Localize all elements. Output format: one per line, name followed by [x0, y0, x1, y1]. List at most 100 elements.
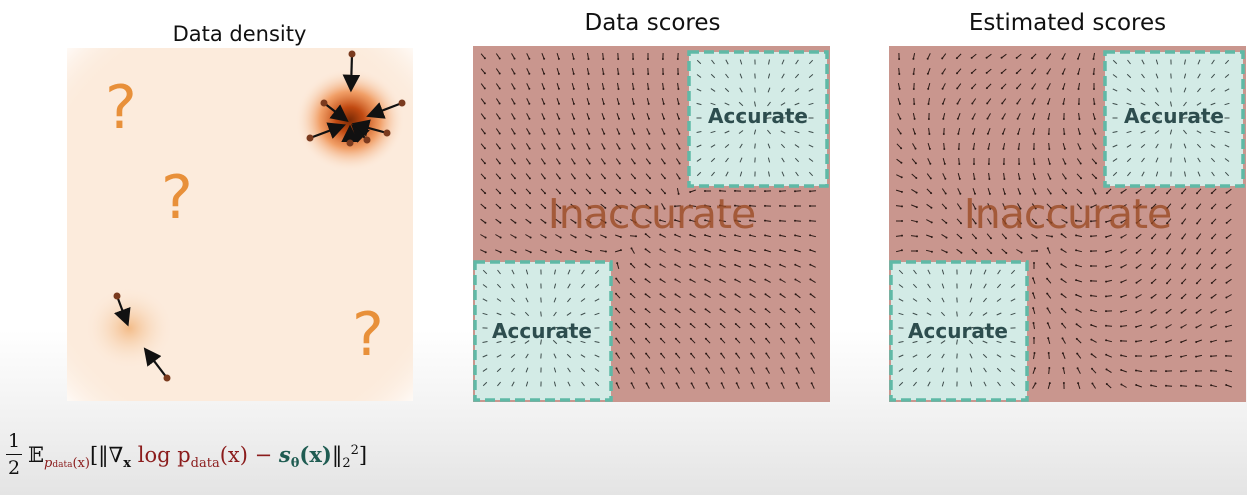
- field-arrow-head: [689, 263, 692, 266]
- field-arrow: [1181, 188, 1187, 194]
- field-arrow-head: [573, 132, 576, 135]
- field-arrow-head: [1049, 192, 1052, 195]
- field-arrow: [768, 59, 770, 65]
- field-arrow-head: [573, 162, 576, 165]
- field-arrow-head: [930, 221, 933, 224]
- field-arrow-head: [809, 263, 812, 266]
- field-arrow: [1010, 354, 1016, 358]
- field-arrow-head: [719, 249, 722, 251]
- field-arrow-head: [1062, 87, 1065, 90]
- field-arrow-head: [1019, 207, 1022, 210]
- accurate-box: [1103, 50, 1245, 188]
- field-arrow-head: [1165, 355, 1168, 358]
- field-arrow-head: [513, 72, 516, 75]
- field-arrow: [571, 97, 575, 105]
- field-arrow: [1001, 53, 1007, 59]
- field-arrow-head: [1135, 325, 1138, 328]
- field-arrow: [615, 323, 621, 329]
- field-arrow-head: [1105, 220, 1108, 223]
- field-arrow: [696, 144, 702, 148]
- field-arrow: [1076, 338, 1082, 344]
- accurate-region: [473, 260, 613, 402]
- field-arrow: [780, 102, 786, 106]
- field-arrow-head: [704, 293, 707, 296]
- field-arrow: [1196, 102, 1202, 106]
- field-arrow: [615, 203, 621, 209]
- field-arrow-head: [1051, 235, 1053, 238]
- field-arrow-head: [674, 323, 677, 325]
- field-arrow-head: [1165, 384, 1167, 387]
- field-arrow: [1078, 82, 1080, 90]
- field-arrow: [594, 381, 600, 387]
- field-arrow-head: [1225, 191, 1228, 194]
- field-arrow-head: [1150, 369, 1152, 372]
- field-arrow-head: [589, 192, 592, 195]
- field-arrow: [580, 312, 586, 316]
- field-arrow-head: [809, 293, 812, 296]
- field-arrow-head: [483, 147, 486, 150]
- field-arrow-head: [573, 147, 576, 150]
- field-arrow: [898, 67, 900, 75]
- field-arrow-head: [618, 117, 620, 120]
- field-arrow: [720, 293, 726, 299]
- field-arrow-head: [513, 162, 516, 165]
- field-arrow: [510, 188, 516, 194]
- field-arrow: [594, 269, 600, 275]
- field-arrow: [710, 73, 716, 79]
- field-arrow: [780, 279, 786, 283]
- field-arrow: [941, 269, 945, 275]
- field-arrow: [794, 157, 800, 163]
- field-arrow: [896, 128, 902, 134]
- field-arrow: [795, 279, 801, 283]
- field-arrow-head: [912, 73, 915, 75]
- field-arrow: [1001, 83, 1007, 89]
- field-arrow-head: [1135, 266, 1138, 269]
- field-arrow-head: [1048, 162, 1051, 165]
- field-arrow-head: [557, 72, 560, 75]
- field-arrow: [570, 188, 576, 194]
- field-arrow: [765, 353, 771, 359]
- field-arrow: [710, 144, 716, 148]
- field-arrow-head: [1196, 267, 1199, 270]
- field-arrow-head: [900, 147, 903, 150]
- expectation-subscript: p: [44, 456, 53, 472]
- field-arrow: [1135, 370, 1143, 372]
- field-arrow-head: [498, 132, 501, 135]
- field-arrow: [1106, 204, 1112, 208]
- field-arrow: [968, 339, 974, 345]
- field-arrow: [510, 354, 516, 358]
- field-arrow: [749, 220, 757, 222]
- field-arrow: [811, 368, 815, 374]
- field-arrow: [1076, 353, 1082, 359]
- field-arrow-head: [958, 177, 961, 180]
- field-arrow-head: [810, 367, 813, 370]
- field-arrow-head: [619, 236, 622, 238]
- field-arrow: [767, 129, 771, 135]
- field-arrow: [1033, 157, 1035, 165]
- field-arrow-head: [1120, 369, 1123, 371]
- field-arrow-head: [1196, 222, 1199, 225]
- field-arrow: [482, 269, 488, 275]
- field-arrow: [555, 234, 561, 238]
- field-arrow: [541, 143, 545, 149]
- field-arrow: [1126, 144, 1132, 148]
- score-arrow: [143, 347, 168, 379]
- field-arrow-head: [1095, 177, 1098, 180]
- field-arrow-head: [615, 277, 618, 280]
- field-arrow: [767, 73, 771, 79]
- field-arrow-head: [1150, 384, 1153, 387]
- field-arrow-head: [498, 57, 501, 60]
- field-arrow-head: [734, 323, 737, 325]
- field-arrow-head: [543, 72, 546, 75]
- field-arrow: [724, 87, 730, 93]
- field-arrow-head: [735, 367, 738, 370]
- field-arrow: [896, 143, 902, 149]
- field-arrow-head: [499, 177, 501, 180]
- field-arrow-head: [659, 278, 662, 281]
- field-arrow: [1010, 298, 1016, 302]
- field-arrow-head: [634, 192, 637, 195]
- field-arrow: [510, 297, 516, 303]
- field-arrow: [794, 144, 800, 148]
- field-arrow: [969, 381, 973, 387]
- field-arrow-head: [559, 192, 561, 195]
